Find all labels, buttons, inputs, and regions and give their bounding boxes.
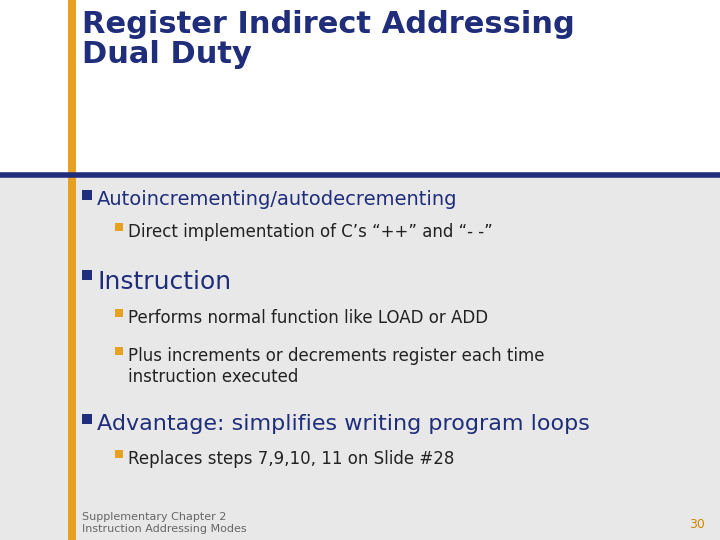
- Text: Replaces steps 7,9,10, 11 on Slide #28: Replaces steps 7,9,10, 11 on Slide #28: [128, 450, 454, 468]
- Text: Dual Duty: Dual Duty: [82, 40, 252, 69]
- Text: Direct implementation of C’s “++” and “- -”: Direct implementation of C’s “++” and “-…: [128, 223, 492, 241]
- Text: Plus increments or decrements register each time
instruction executed: Plus increments or decrements register e…: [128, 347, 544, 386]
- FancyBboxPatch shape: [68, 0, 76, 540]
- FancyBboxPatch shape: [115, 223, 123, 231]
- FancyBboxPatch shape: [82, 414, 92, 424]
- Text: Performs normal function like LOAD or ADD: Performs normal function like LOAD or AD…: [128, 309, 488, 327]
- FancyBboxPatch shape: [0, 0, 720, 175]
- Text: Supplementary Chapter 2: Supplementary Chapter 2: [82, 512, 226, 522]
- FancyBboxPatch shape: [115, 450, 123, 458]
- Text: Advantage: simplifies writing program loops: Advantage: simplifies writing program lo…: [97, 414, 590, 434]
- Text: Instruction Addressing Modes: Instruction Addressing Modes: [82, 524, 247, 534]
- FancyBboxPatch shape: [115, 347, 123, 355]
- FancyBboxPatch shape: [115, 309, 123, 317]
- FancyBboxPatch shape: [82, 270, 92, 280]
- Text: Register Indirect Addressing: Register Indirect Addressing: [82, 10, 575, 39]
- Text: Autoincrementing/autodecrementing: Autoincrementing/autodecrementing: [97, 190, 457, 209]
- FancyBboxPatch shape: [82, 190, 92, 200]
- Text: Instruction: Instruction: [97, 270, 231, 294]
- Text: 30: 30: [689, 518, 705, 531]
